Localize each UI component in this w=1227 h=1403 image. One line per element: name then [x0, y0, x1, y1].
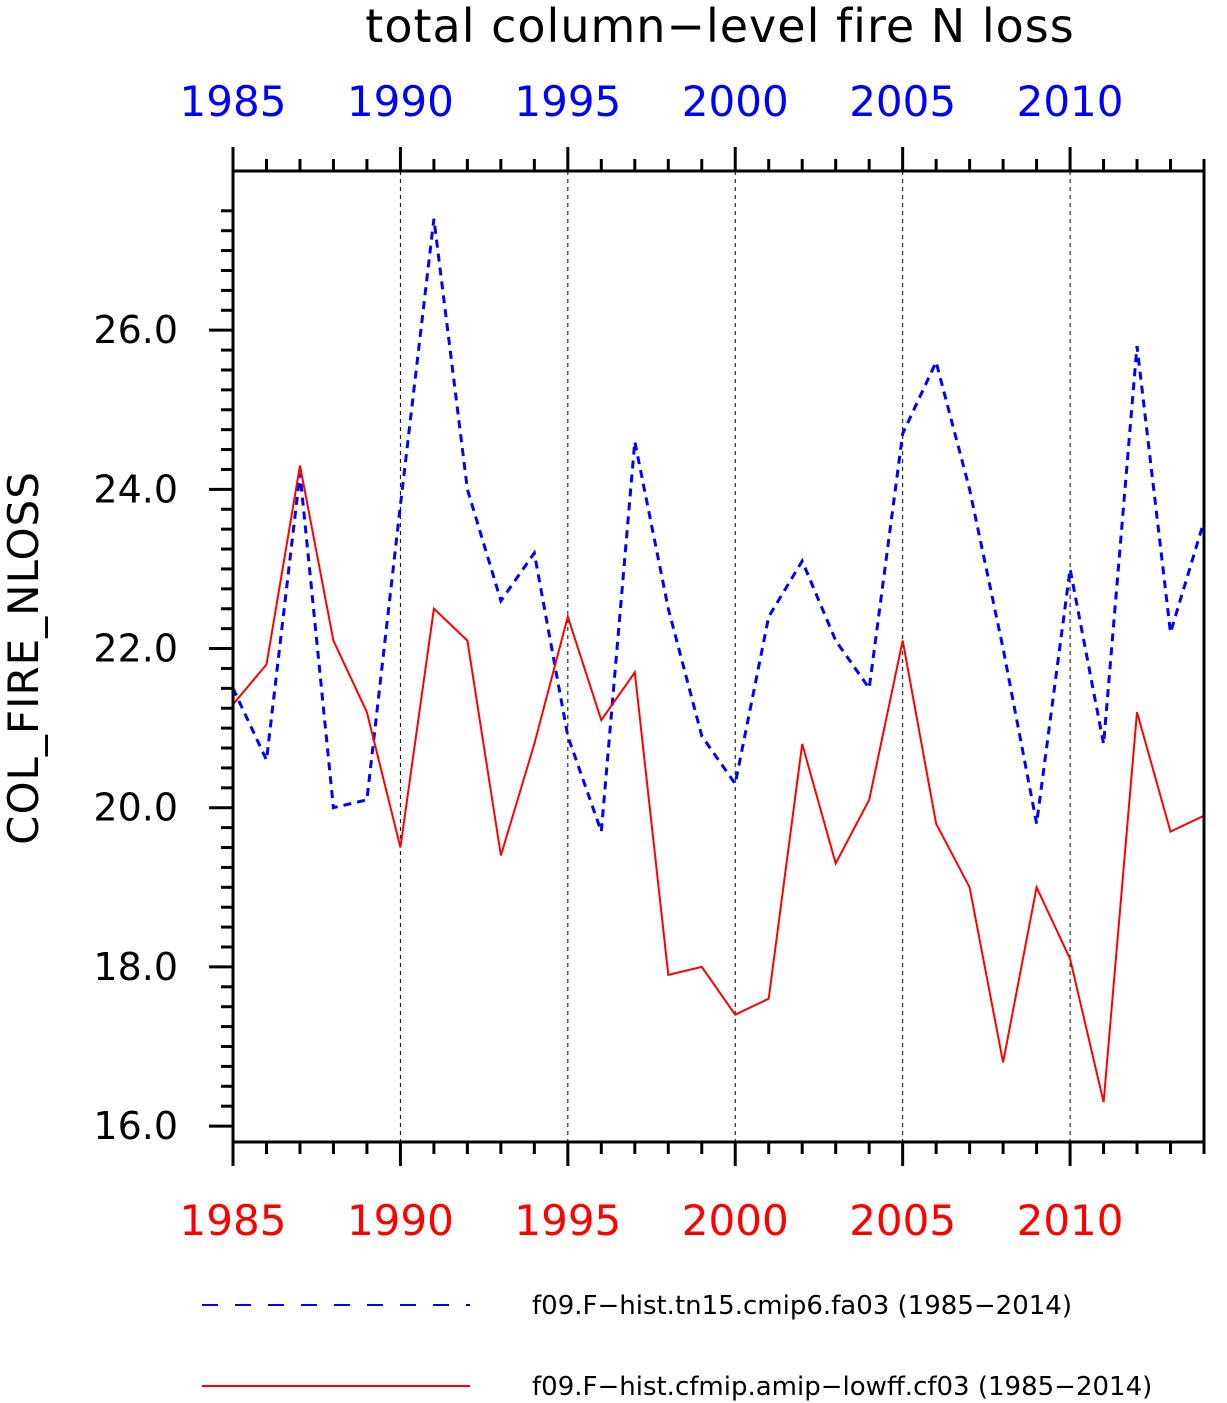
y-tick-label: 18.0 — [93, 945, 178, 989]
y-tick-labels: 16.0 18.0 20.0 22.0 24.0 26.0 — [93, 308, 178, 1148]
bottom-x-tick-label: 1995 — [514, 1196, 621, 1245]
series-line-1 — [231, 218, 1206, 833]
top-x-tick-label: 1995 — [514, 77, 621, 126]
grid-lines — [399, 171, 1071, 1142]
bottom-x-tick-label: 2005 — [849, 1196, 956, 1245]
axis-ticks — [209, 147, 1206, 1166]
bottom-x-tick-labels: 1985 1990 1995 2000 2005 2010 — [180, 1196, 1124, 1245]
bottom-x-tick-label: 1990 — [347, 1196, 454, 1245]
top-x-tick-labels: 1985 1990 1995 2000 2005 2010 — [180, 77, 1124, 126]
y-tick-label: 22.0 — [93, 627, 178, 671]
bottom-x-tick-label: 2000 — [682, 1196, 789, 1245]
top-x-tick-label: 1990 — [347, 77, 454, 126]
legend-label-1: f09.F−hist.tn15.cmip6.fa03 (1985−2014) — [532, 1291, 1072, 1321]
bottom-x-tick-label: 1985 — [180, 1196, 287, 1245]
legend-label-2: f09.F−hist.cfmip.amip−lowff.cf03 (1985−2… — [532, 1372, 1152, 1402]
plot-frame — [231, 169, 1206, 1144]
y-tick-label: 26.0 — [93, 308, 178, 352]
top-x-tick-label: 2005 — [849, 77, 956, 126]
top-x-tick-label: 1985 — [180, 77, 287, 126]
top-x-tick-label: 2000 — [682, 77, 789, 126]
top-x-tick-label: 2010 — [1017, 77, 1124, 126]
series-line-2 — [232, 465, 1205, 1103]
bottom-x-tick-label: 2010 — [1017, 1196, 1124, 1245]
y-tick-label: 24.0 — [93, 467, 178, 511]
series-lines — [231, 218, 1206, 1103]
y-axis-label: COL_FIRE_NLOSS — [0, 471, 48, 845]
chart-title: total column−level fire N loss — [365, 0, 1074, 53]
y-tick-label: 20.0 — [93, 786, 178, 830]
y-tick-label: 16.0 — [93, 1104, 178, 1148]
legend: f09.F−hist.tn15.cmip6.fa03 (1985−2014) f0… — [202, 1291, 1152, 1402]
